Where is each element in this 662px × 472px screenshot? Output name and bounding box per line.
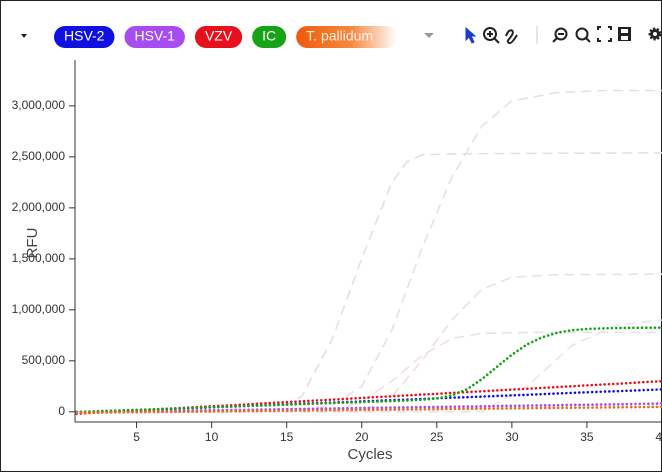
- y-tick-label: 1,000,000: [12, 302, 66, 316]
- series-line: [75, 405, 662, 415]
- y-tick-label: 0: [58, 404, 65, 418]
- x-tick-label: 30: [505, 430, 519, 444]
- y-tick-label: 2,000,000: [12, 200, 66, 214]
- legend-label: HSV-1: [134, 28, 175, 44]
- legend-pill[interactable]: [194, 26, 243, 48]
- legend-pill[interactable]: [296, 26, 398, 48]
- legend-label: IC: [262, 28, 276, 44]
- zoom-in-tool[interactable]: [575, 27, 591, 43]
- legend-more[interactable]: [424, 33, 434, 38]
- y-tick-label: 2,500,000: [12, 149, 66, 163]
- legend-item[interactable]: IC: [252, 26, 287, 48]
- background-curve: [76, 331, 662, 413]
- legend-pill[interactable]: [124, 26, 185, 48]
- y-tick-label: 1,500,000: [12, 251, 66, 265]
- x-tick-label: 5: [133, 430, 140, 444]
- zoom-out-tool[interactable]: [552, 27, 568, 43]
- save-tool[interactable]: [618, 27, 631, 41]
- y-tick-label: 500,000: [22, 353, 66, 367]
- x-tick-label: 20: [355, 430, 369, 444]
- legend-pill[interactable]: [54, 26, 115, 48]
- dropdown-icon[interactable]: [21, 34, 27, 38]
- background-curve: [76, 89, 662, 413]
- background-curve: [76, 319, 662, 413]
- x-axis-title: Cycles: [347, 446, 392, 463]
- plot-area: [75, 89, 662, 416]
- legend: HSV-2 HSV-1 VZV IC T. pallidum: [54, 26, 398, 48]
- x-tick-label: 40: [655, 430, 662, 444]
- legend-item[interactable]: HSV-2: [54, 26, 115, 48]
- legend-label: T. pallidum: [306, 28, 373, 44]
- series-line: [75, 402, 662, 414]
- autoscale-tool[interactable]: [597, 26, 612, 42]
- select-tool[interactable]: [465, 26, 477, 44]
- legend-item[interactable]: VZV: [194, 26, 243, 48]
- settings-tool[interactable]: [648, 27, 662, 41]
- y-tick-label: 3,000,000: [12, 98, 66, 112]
- background-curve: [76, 273, 662, 413]
- legend-label: HSV-2: [64, 28, 105, 44]
- lasso-tool[interactable]: [505, 29, 518, 45]
- series-line: [75, 326, 662, 414]
- x-tick-label: 15: [280, 430, 294, 444]
- legend-item[interactable]: HSV-1: [124, 26, 185, 48]
- x-tick-label: 25: [430, 430, 444, 444]
- modebar: [465, 26, 662, 45]
- x-tick-label: 35: [580, 430, 594, 444]
- y-axis-title: RFU: [24, 228, 41, 259]
- legend-item[interactable]: T. pallidum: [296, 26, 398, 48]
- x-tick-label: 10: [205, 430, 219, 444]
- zoom-tool[interactable]: [483, 27, 500, 44]
- y-tick-labels: 0 500,000 1,000,000 1,500,000 2,000,000 2,500…: [12, 98, 66, 418]
- axes: 5 10 15 20 25 30 35 40: [69, 60, 662, 444]
- legend-label: VZV: [205, 28, 233, 44]
- legend-pill[interactable]: [252, 26, 287, 48]
